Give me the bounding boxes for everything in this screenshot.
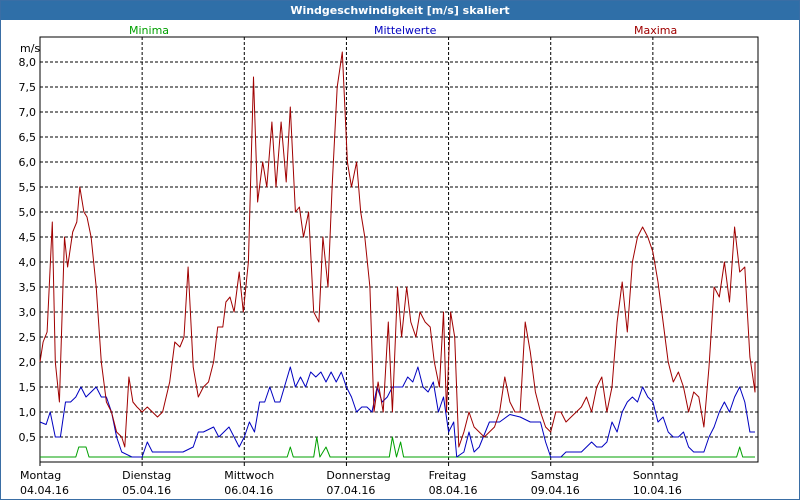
y-tick-label: 2,5 [19, 331, 37, 344]
y-tick-label: 0,5 [19, 431, 37, 444]
series-line-minima [40, 436, 755, 458]
series-line-mittelwerte [39, 366, 755, 458]
x-tick-date: 05.04.16 [122, 484, 171, 497]
plot-area [39, 36, 759, 463]
x-axis: Montag 04.04.16 Dienstag 05.04.16 Mittwoch 06… [20, 462, 682, 497]
y-tick-label: 3,5 [19, 281, 37, 294]
y-tick-label: 5,5 [19, 181, 37, 194]
x-tick-day: Dienstag [122, 469, 171, 482]
x-tick-day: Mittwoch [224, 469, 274, 482]
y-tick-label: 6,0 [19, 156, 37, 169]
y-tick-label: 4,0 [19, 256, 37, 269]
x-tick-day: Samstag [531, 469, 579, 482]
x-tick-date: 10.04.16 [633, 484, 682, 497]
x-tick-day: Sonntag [633, 469, 679, 482]
y-tick-label: 7,5 [19, 81, 37, 94]
y-tick-label: 2,0 [19, 356, 37, 369]
x-tick-day: Montag [20, 469, 61, 482]
y-tick-label: 1,5 [19, 381, 37, 394]
chart-title: Windgeschwindigkeit [m/s] skaliert [1, 1, 799, 20]
grid-lines [40, 37, 758, 462]
x-tick-day: Donnerstag [326, 469, 390, 482]
y-tick-label: 1,0 [19, 406, 37, 419]
x-tick-date: 06.04.16 [224, 484, 273, 497]
legend-minima: Minima [129, 24, 170, 37]
legend-mittelwerte: Mittelwerte [374, 24, 437, 37]
y-tick-label: 8,0 [19, 56, 37, 69]
x-tick-date: 09.04.16 [531, 484, 580, 497]
y-tick-label: 4,5 [19, 231, 37, 244]
x-tick-date: 04.04.16 [20, 484, 69, 497]
y-axis: m/s 0,5 1,0 1,5 2,0 2,5 3,0 3,5 4,0 4,5 5,0 5,5 6,0… [19, 42, 41, 444]
y-axis-unit: m/s [20, 42, 40, 55]
y-tick-label: 3,0 [19, 306, 37, 319]
series-line-maxima [39, 51, 756, 448]
y-tick-label: 6,5 [19, 131, 37, 144]
series-lines [39, 51, 756, 458]
x-tick-day: Freitag [429, 469, 467, 482]
x-tick-date: 08.04.16 [429, 484, 478, 497]
y-tick-label: 5,0 [19, 206, 37, 219]
legend-maxima: Maxima [634, 24, 678, 37]
y-tick-label: 7,0 [19, 106, 37, 119]
x-tick-date: 07.04.16 [326, 484, 375, 497]
